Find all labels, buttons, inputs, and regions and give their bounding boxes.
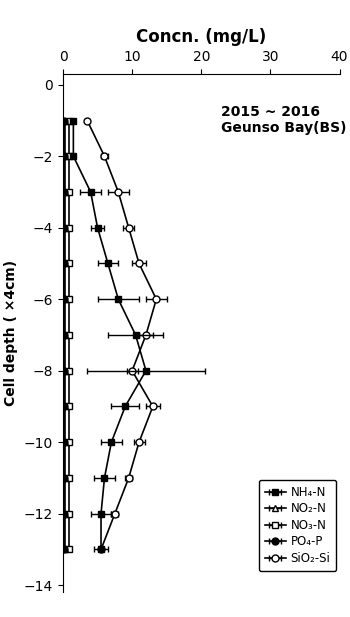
Text: 2015 ~ 2016
Geunso Bay(BS): 2015 ~ 2016 Geunso Bay(BS) <box>220 105 346 135</box>
Y-axis label: Cell depth ( ×4cm): Cell depth ( ×4cm) <box>5 260 19 406</box>
X-axis label: Concn. (mg/L): Concn. (mg/L) <box>136 28 266 46</box>
Legend: NH₄-N, NO₂-N, NO₃-N, PO₄-P, SiO₂-Si: NH₄-N, NO₂-N, NO₃-N, PO₄-P, SiO₂-Si <box>259 480 336 571</box>
